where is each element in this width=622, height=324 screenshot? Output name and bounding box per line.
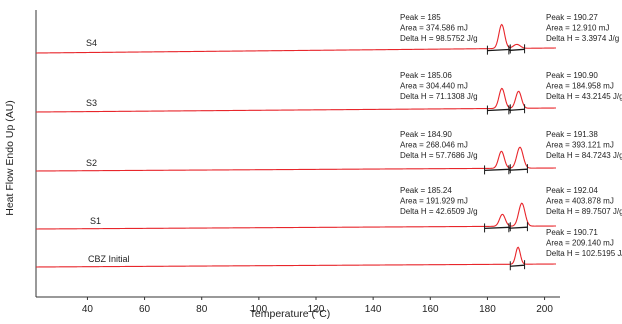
peak-annotation-line: Area = 12.910 mJ: [546, 24, 609, 33]
series-label: S1: [90, 216, 101, 226]
x-axis-label: Temperature (°C): [250, 308, 331, 320]
integration-baseline: [510, 264, 525, 267]
peak-annotation-line: Peak = 184.90: [400, 130, 452, 139]
peak-annotation-line: Area = 184.958 mJ: [546, 82, 614, 91]
peak-annotation-line: Delta H = 71.1308 J/g: [400, 92, 478, 101]
x-tick-label: 200: [536, 304, 553, 315]
peak-annotation-line: Peak = 192.04: [546, 186, 598, 195]
peak-annotation-line: Delta H = 43.2145 J/g: [546, 92, 622, 101]
series-line: [35, 87, 557, 113]
series-line: [36, 246, 556, 268]
x-tick-label: 40: [82, 304, 94, 315]
peak-annotation-line: Delta H = 98.5752 J/g: [400, 34, 478, 43]
integration-baseline: [508, 48, 525, 52]
peak-annotation-line: Delta H = 89.7507 J/g: [546, 207, 622, 216]
peak-annotation-line: Area = 191.929 mJ: [400, 197, 468, 206]
peak-annotation-line: Area = 304.440 mJ: [400, 82, 468, 91]
peak-annotation-line: Area = 374.586 mJ: [400, 24, 468, 33]
series-label: CBZ Initial: [88, 254, 130, 264]
integration-baseline: [487, 108, 511, 112]
series-label: S3: [86, 98, 97, 108]
integration-baseline: [487, 48, 511, 52]
x-tick-label: 120: [308, 304, 325, 315]
peak-annotation-line: Area = 403.878 mJ: [546, 197, 614, 206]
series-trace: CBZ Initial: [36, 246, 556, 271]
x-tick-label: 60: [139, 304, 151, 315]
series-trace: S4: [35, 23, 557, 55]
peak-annotation-line: Peak = 185: [400, 13, 441, 22]
peak-annotation-line: Peak = 191.38: [546, 130, 598, 139]
traces: S4 S3 S2 S1 CBZ Initial: [35, 23, 557, 271]
series-line: [36, 202, 556, 230]
peak-annotation-line: Delta H = 3.3974 J/g: [546, 34, 619, 43]
peak-annotation-line: Delta H = 84.7243 J/g: [546, 151, 622, 160]
x-tick-label: 100: [251, 304, 268, 315]
series-label: S2: [86, 158, 97, 168]
peak-annotation-line: Delta H = 42.6509 J/g: [400, 207, 478, 216]
peak-annotation-line: Peak = 185.06: [400, 71, 452, 80]
peak-annotation-line: Area = 209.140 mJ: [546, 239, 614, 248]
x-tick-label: 160: [422, 304, 439, 315]
peak-annotation-line: Area = 268.046 mJ: [400, 141, 468, 150]
integration-baseline: [484, 226, 511, 230]
x-tick-label: 140: [365, 304, 382, 315]
series-label: S4: [86, 38, 97, 48]
x-tick-label: 80: [196, 304, 208, 315]
peak-annotation-line: Area = 393.121 mJ: [546, 141, 614, 150]
series-trace: S2: [36, 146, 556, 175]
peak-annotation-line: Delta H = 102.5195 J/g: [546, 249, 622, 258]
series-line: [35, 23, 557, 54]
x-tick-label: 180: [479, 304, 496, 315]
peak-annotation-line: Peak = 190.27: [546, 13, 598, 22]
integration-baseline: [484, 168, 511, 172]
axes: 40 60 80 100 120 140 160 180 200: [35, 10, 560, 315]
peak-annotation-line: Peak = 190.71: [546, 228, 598, 237]
integration-baseline: [508, 108, 525, 112]
peak-annotation-line: Peak = 185.24: [400, 186, 452, 195]
integration-baseline: [508, 168, 528, 171]
series-trace: S1: [36, 202, 556, 233]
peak-annotation-line: Delta H = 57.7686 J/g: [400, 151, 478, 160]
series-line: [36, 146, 556, 172]
peak-annotation-line: Peak = 190.90: [546, 71, 598, 80]
series-trace: S3: [35, 87, 557, 115]
integration-baseline: [508, 226, 528, 229]
y-axis-label: Heat Flow Endo Up (AU): [4, 100, 16, 216]
